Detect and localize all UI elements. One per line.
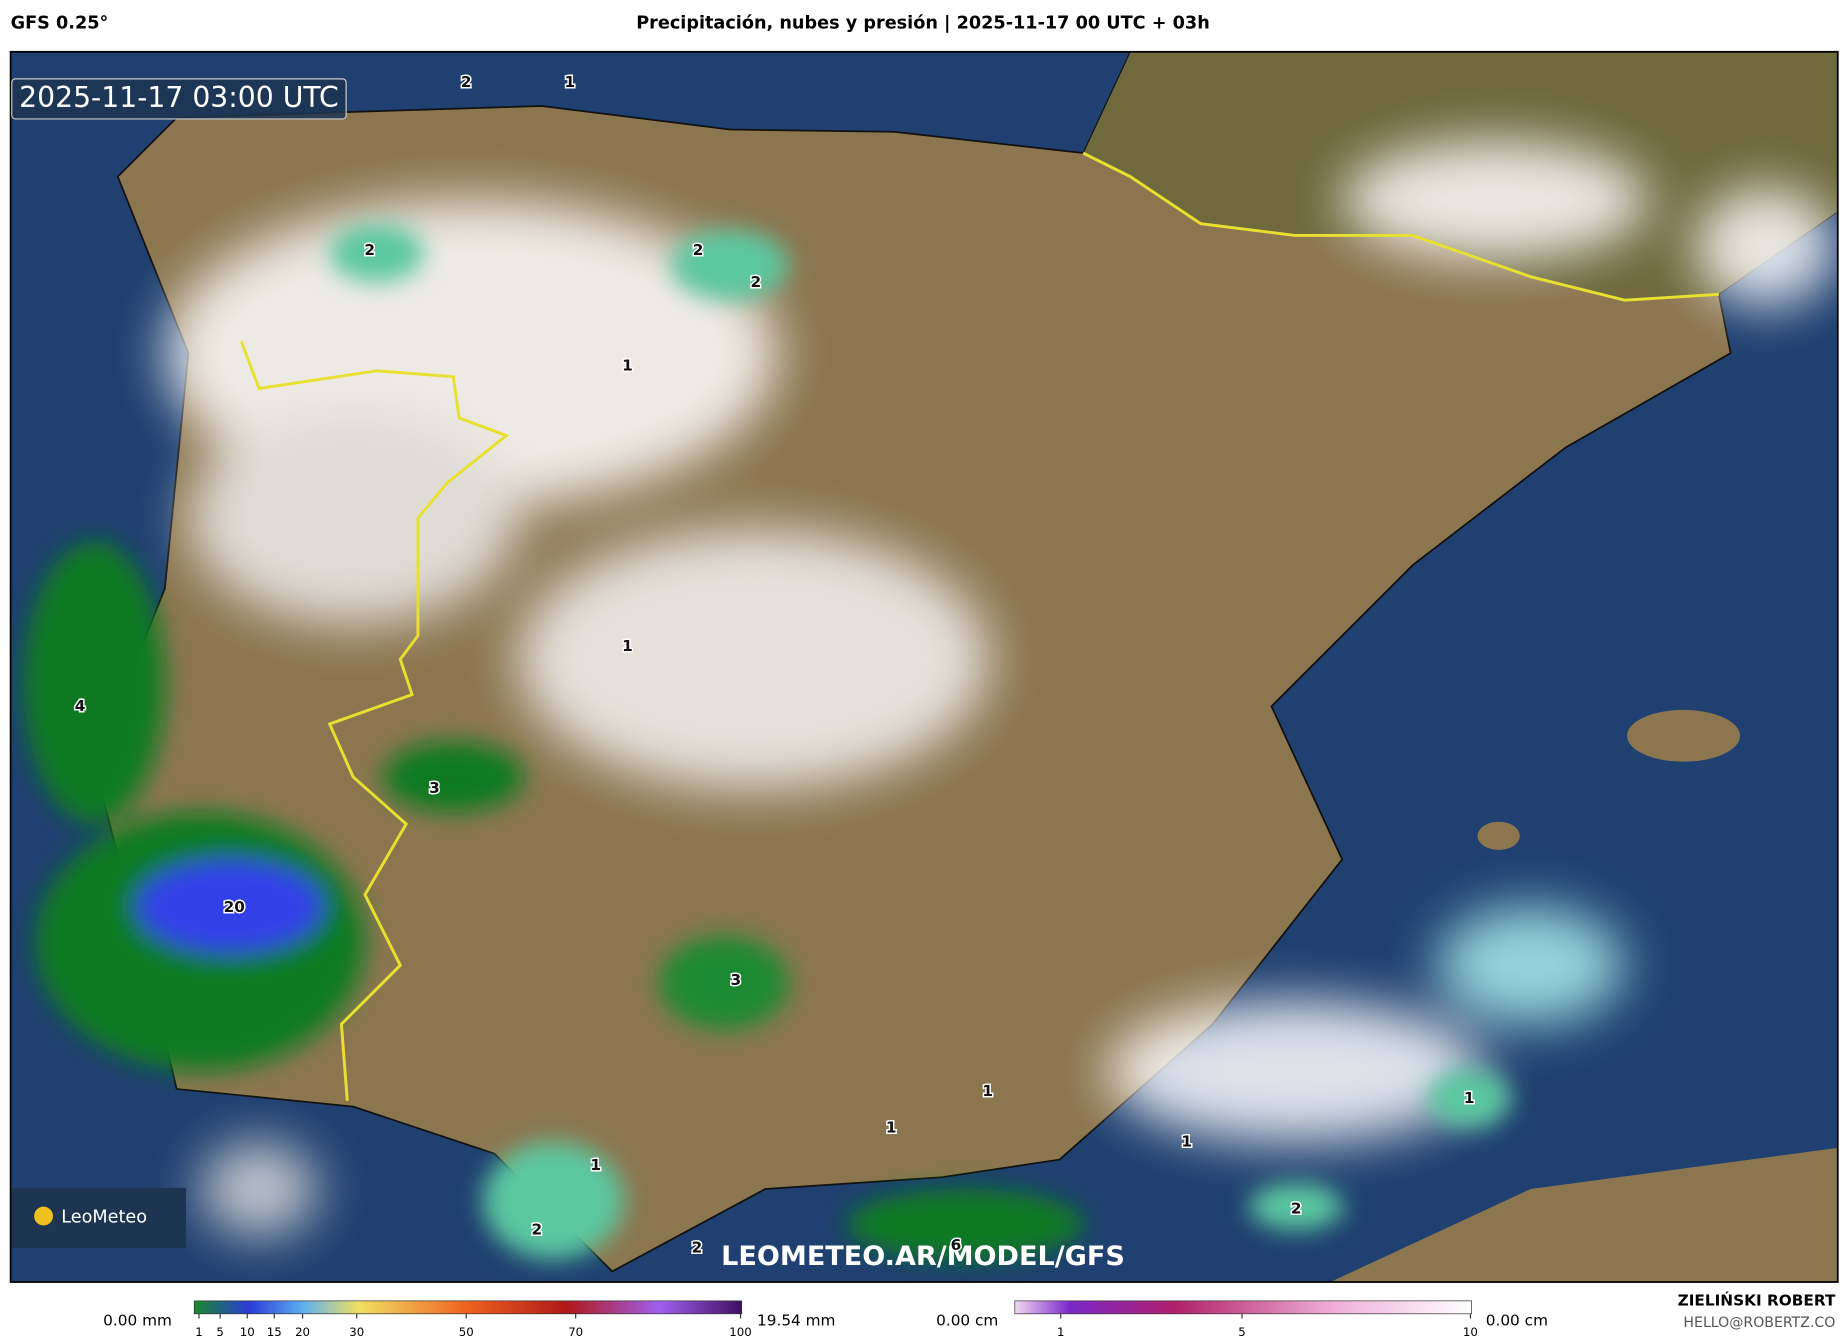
mallorca	[1627, 709, 1741, 762]
precip-label: 2	[693, 241, 704, 259]
precip-label: 2	[364, 241, 375, 259]
precip-label: 1	[1181, 1132, 1192, 1150]
precip-tick-label: 20	[295, 1325, 310, 1339]
timestamp-box	[11, 78, 347, 120]
precip-label: 2	[461, 73, 472, 91]
africa-land	[1330, 1147, 1838, 1283]
map-title: Precipitación, nubes y presión | 2025-11…	[636, 14, 1210, 34]
precipitation	[23, 223, 1511, 1260]
precip-tick-label: 1	[195, 1325, 203, 1339]
precip-label: 1	[1464, 1089, 1475, 1107]
precip-tick-label: 30	[349, 1325, 364, 1339]
map-frame	[9, 50, 1839, 1283]
precip-max: 19.54 mm	[757, 1311, 835, 1329]
precip-label: 2	[692, 1238, 703, 1256]
precip-label: 3	[429, 779, 440, 797]
map-labels: 2 1 2 2 2 1 1 4 3 20 3 1 1 1 1 1 2 2 2 6	[73, 71, 1476, 1257]
snow-tick-label: 1	[1057, 1325, 1065, 1339]
snow-tick-label: 5	[1238, 1325, 1246, 1339]
author: ZIELIŃSKI ROBERT	[1678, 1290, 1836, 1309]
precip-label: 2	[532, 1221, 543, 1239]
model-name: GFS 0.25°	[11, 14, 109, 34]
precip-label: 20	[224, 898, 245, 916]
precip-label: 1	[622, 357, 633, 375]
pt-es-border	[239, 340, 510, 1101]
watermark: LEOMETEO.AR/MODEL/GFS	[721, 1241, 1125, 1272]
email: HELLO@ROBERTZ.CO	[1683, 1315, 1835, 1331]
precip-label: 2	[1291, 1200, 1302, 1218]
logo: LeoMeteo	[61, 1207, 147, 1227]
precip-tick-label: 70	[568, 1325, 583, 1339]
snow-min: 0.00 cm	[936, 1311, 998, 1329]
precip-label: 1	[564, 73, 575, 91]
precip-min: 0.00 mm	[103, 1311, 172, 1329]
precip-label: 1	[622, 637, 633, 655]
precip-tick-label: 100	[729, 1325, 751, 1339]
precip-label: 3	[730, 971, 741, 989]
map	[10, 51, 1838, 1283]
precip-colorbar	[193, 1300, 743, 1315]
logo-sun	[34, 1206, 53, 1226]
snow-tick-label: 10	[1463, 1325, 1478, 1339]
ibiza	[1477, 821, 1520, 850]
precip-tick-label: 50	[459, 1325, 474, 1339]
precip-tick-label: 5	[216, 1325, 224, 1339]
snow-colorbar	[1014, 1300, 1472, 1315]
precip-label: 2	[750, 273, 761, 291]
precip-label: 1	[886, 1118, 897, 1136]
fr-es-border	[1082, 151, 1719, 302]
precip-label: 1	[982, 1082, 993, 1100]
precip-tick-label: 10	[240, 1325, 255, 1339]
precip-label: 6	[951, 1236, 962, 1254]
snow-max: 0.00 cm	[1486, 1311, 1548, 1329]
precip-label: 1	[590, 1156, 601, 1174]
precip-label: 4	[75, 697, 86, 715]
timestamp: 2025-11-17 03:00 UTC	[19, 81, 339, 114]
precip-tick-label: 15	[267, 1325, 282, 1339]
clouds	[164, 141, 1837, 1237]
